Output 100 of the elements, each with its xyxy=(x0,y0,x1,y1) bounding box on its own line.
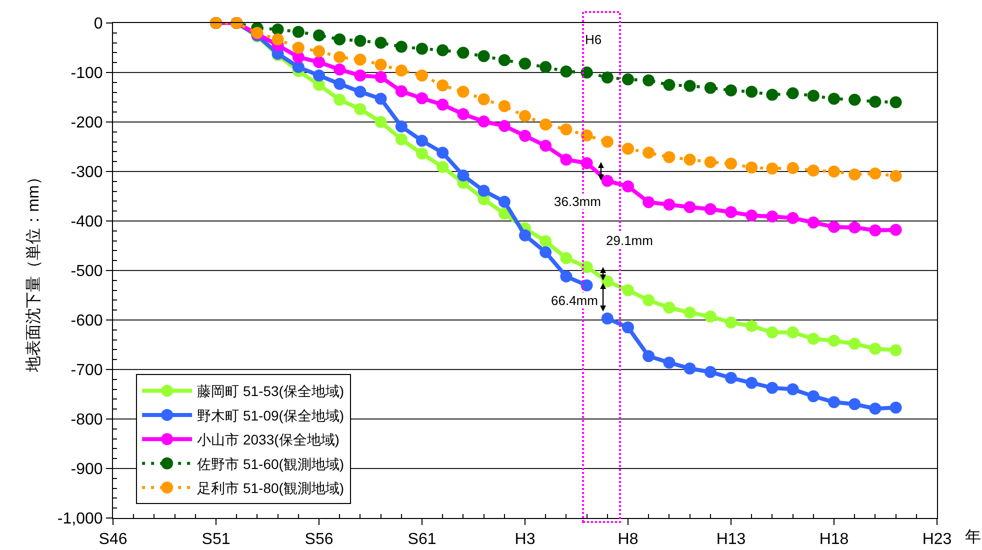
point xyxy=(416,42,428,55)
annotation: 66.4mm xyxy=(551,293,598,308)
point xyxy=(292,61,304,74)
point xyxy=(766,88,778,101)
point xyxy=(416,148,428,160)
point xyxy=(890,224,902,236)
annotation: 36.3mm xyxy=(554,194,601,209)
point xyxy=(395,85,408,98)
point xyxy=(807,216,820,228)
point xyxy=(478,116,490,128)
y-tick-label: 0 xyxy=(94,16,103,33)
point xyxy=(416,69,428,82)
point xyxy=(313,56,325,68)
point xyxy=(663,356,676,369)
point xyxy=(869,402,882,415)
point xyxy=(272,23,284,36)
point xyxy=(334,64,346,76)
point xyxy=(807,90,820,102)
point xyxy=(642,146,655,159)
point xyxy=(601,71,614,84)
point xyxy=(869,167,882,180)
point xyxy=(663,151,676,164)
point xyxy=(786,383,799,396)
point xyxy=(334,78,346,90)
point xyxy=(890,96,902,108)
point xyxy=(869,224,882,236)
x-tick-label: S56 xyxy=(304,531,334,548)
point xyxy=(746,320,758,332)
point xyxy=(580,261,593,274)
point xyxy=(498,54,510,66)
point xyxy=(890,170,902,182)
point xyxy=(786,326,799,338)
point xyxy=(457,86,470,98)
point xyxy=(848,221,861,234)
point xyxy=(540,140,552,152)
x-axis-title: 年 xyxy=(965,529,981,546)
y-tick-label: -300 xyxy=(70,164,103,182)
point xyxy=(313,45,325,58)
point xyxy=(766,162,778,175)
x-tick-label: H13 xyxy=(716,531,746,548)
point xyxy=(766,382,778,394)
point xyxy=(519,110,531,122)
point xyxy=(704,203,716,216)
point xyxy=(622,321,634,334)
point xyxy=(540,235,552,248)
point xyxy=(684,201,696,214)
point xyxy=(622,142,634,155)
point xyxy=(601,136,614,148)
point xyxy=(313,69,325,82)
point xyxy=(374,70,387,83)
point xyxy=(395,120,408,132)
point xyxy=(354,103,366,116)
point xyxy=(395,64,408,77)
point xyxy=(272,33,284,46)
point xyxy=(725,316,737,328)
y-tick-label: -600 xyxy=(70,312,103,330)
point xyxy=(395,40,408,53)
point xyxy=(436,44,449,56)
point xyxy=(807,390,820,402)
point xyxy=(746,210,758,222)
legend-label: 小山市 2033(保全地域) xyxy=(197,432,340,448)
point xyxy=(560,252,572,264)
point xyxy=(560,270,572,282)
point xyxy=(374,92,387,105)
point xyxy=(766,210,778,223)
point xyxy=(416,92,428,104)
point xyxy=(725,84,737,96)
point xyxy=(704,156,716,168)
point xyxy=(580,157,593,170)
point xyxy=(436,98,449,111)
y-tick-label: -200 xyxy=(70,114,103,132)
point xyxy=(684,362,696,375)
point xyxy=(828,396,840,408)
x-tick-label: S46 xyxy=(98,531,128,548)
point xyxy=(766,326,778,338)
point xyxy=(395,133,408,146)
point xyxy=(890,344,902,356)
annotation: H6 xyxy=(585,32,602,47)
point xyxy=(828,92,840,105)
point xyxy=(498,196,510,208)
point xyxy=(498,100,510,112)
point xyxy=(704,310,716,323)
point xyxy=(848,94,861,106)
point xyxy=(746,162,758,174)
point xyxy=(457,108,470,120)
point xyxy=(684,306,696,319)
y-tick-label: -1,000 xyxy=(57,510,103,528)
point xyxy=(334,51,346,64)
point xyxy=(725,158,737,170)
point xyxy=(786,212,799,224)
point xyxy=(725,372,737,384)
point xyxy=(807,332,820,345)
point xyxy=(354,54,366,66)
point xyxy=(580,129,593,142)
annotation: 29.1mm xyxy=(606,233,653,248)
point xyxy=(622,180,634,192)
point xyxy=(478,184,490,197)
point xyxy=(313,29,325,42)
point xyxy=(848,338,861,350)
point xyxy=(601,312,614,325)
